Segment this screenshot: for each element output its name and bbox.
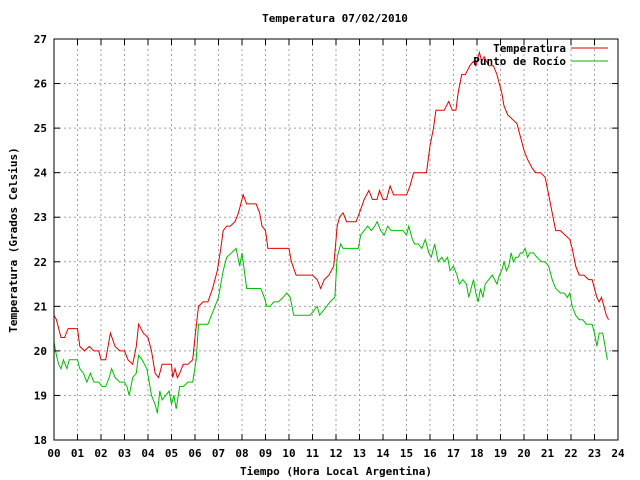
x-tick-label: 16 xyxy=(423,447,437,460)
x-tick-label: 08 xyxy=(235,447,248,460)
y-tick-label: 24 xyxy=(34,167,48,180)
x-tick-label: 06 xyxy=(188,447,202,460)
x-tick-label: 17 xyxy=(447,447,460,460)
y-tick-label: 23 xyxy=(34,211,47,224)
x-tick-label: 02 xyxy=(94,447,107,460)
x-tick-label: 21 xyxy=(541,447,555,460)
x-tick-label: 22 xyxy=(564,447,577,460)
x-tick-label: 09 xyxy=(259,447,272,460)
y-axis-label: Temperatura (Grados Celsius) xyxy=(7,147,20,332)
legend-label: Punto de Rocío xyxy=(473,55,566,68)
series-line-temperatura xyxy=(53,50,610,379)
y-tick-label: 25 xyxy=(34,122,47,135)
y-axis-tick-labels: 18 19 20 21 22 23 24 25 26 27 xyxy=(34,33,48,447)
y-tick-label: 18 xyxy=(34,434,47,447)
x-tick-label: 04 xyxy=(141,447,155,460)
y-tick-label: 26 xyxy=(34,78,48,91)
plot-series xyxy=(53,50,610,414)
x-tick-label: 14 xyxy=(376,447,390,460)
x-tick-label: 00 xyxy=(47,447,60,460)
y-tick-label: 21 xyxy=(34,300,48,313)
x-tick-label: 01 xyxy=(71,447,85,460)
x-tick-label: 11 xyxy=(306,447,320,460)
x-tick-label: 18 xyxy=(470,447,483,460)
x-tick-label: 03 xyxy=(118,447,131,460)
x-tick-label: 24 xyxy=(611,447,625,460)
y-tick-label: 19 xyxy=(34,389,47,402)
x-tick-label: 20 xyxy=(517,447,530,460)
x-tick-label: 19 xyxy=(494,447,507,460)
x-tick-label: 07 xyxy=(212,447,225,460)
y-tick-label: 22 xyxy=(34,256,47,269)
axis-ticks xyxy=(53,38,619,441)
x-axis-tick-labels: 00 01 02 03 04 05 06 07 08 09 10 11 12 13 14 15 16 17 18 19… xyxy=(47,447,625,460)
y-tick-label: 20 xyxy=(34,345,47,358)
legend-label: Temperatura xyxy=(493,42,566,55)
x-tick-label: 23 xyxy=(588,447,601,460)
x-tick-label: 13 xyxy=(353,447,366,460)
x-tick-label: 15 xyxy=(400,447,413,460)
y-tick-label: 27 xyxy=(34,33,47,46)
x-tick-label: 10 xyxy=(282,447,295,460)
series-line-punto-de-rocio xyxy=(53,220,608,414)
x-tick-label: 05 xyxy=(165,447,178,460)
x-axis-label: Tiempo (Hora Local Argentina) xyxy=(240,465,432,478)
x-tick-label: 12 xyxy=(329,447,342,460)
chart-title: Temperatura 07/02/2010 xyxy=(262,12,408,25)
